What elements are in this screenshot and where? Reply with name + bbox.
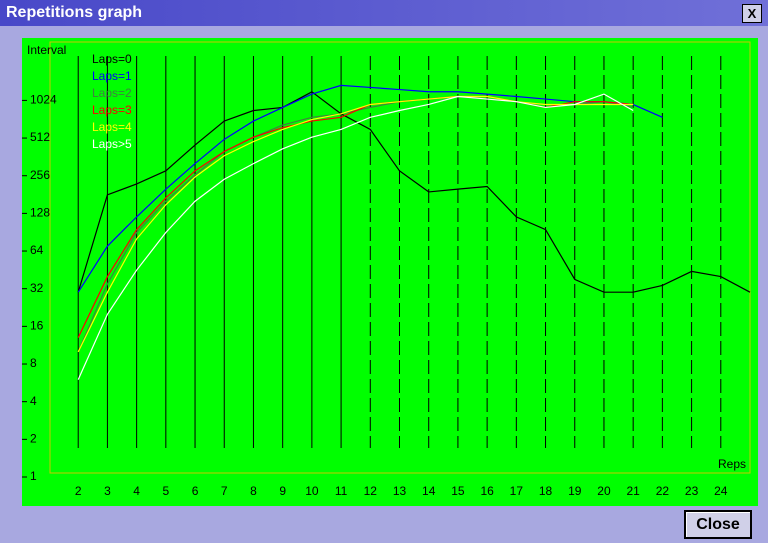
legend-entry: Laps=3: [92, 103, 132, 117]
y-tick-label: 16: [30, 319, 44, 333]
x-tick-label: 9: [279, 484, 286, 498]
plot-background: [22, 38, 758, 506]
series-line: [77, 95, 634, 353]
x-tick-label: 18: [539, 484, 553, 498]
x-tick-label: 14: [422, 484, 436, 498]
x-tick-label: 17: [510, 484, 524, 498]
x-tick-label: 4: [133, 484, 140, 498]
x-tick-label: 23: [685, 484, 699, 498]
y-tick-label: 512: [30, 130, 50, 144]
y-tick-label: 2: [30, 432, 37, 446]
x-tick-label: 15: [451, 484, 465, 498]
x-tick-label: 6: [192, 484, 199, 498]
x-axis-label: Reps: [718, 457, 746, 471]
title-bar: Repetitions graph: [0, 0, 768, 26]
y-tick-label: 256: [30, 168, 50, 182]
x-tick-label: 21: [626, 484, 640, 498]
x-tick-label: 7: [221, 484, 228, 498]
x-tick-label: 3: [104, 484, 111, 498]
legend-entry: Laps=1: [92, 69, 132, 83]
close-icon[interactable]: X: [742, 4, 762, 23]
y-axis-label: Interval: [27, 43, 66, 57]
plot-frame: [49, 41, 751, 474]
series-line: [77, 84, 663, 293]
legend-entry: Laps=2: [92, 86, 132, 100]
legend-entry: Laps>5: [92, 137, 132, 151]
series-line: [77, 93, 634, 380]
y-tick-label: 8: [30, 356, 37, 370]
legend-entry: Laps=0: [92, 52, 132, 66]
y-tick-label: 4: [30, 394, 37, 408]
y-tick-label: 1: [30, 469, 37, 483]
series-line: [77, 91, 751, 293]
x-tick-label: 19: [568, 484, 582, 498]
x-tick-label: 24: [714, 484, 728, 498]
y-tick-label: 32: [30, 281, 44, 295]
y-tick-label: 128: [30, 206, 50, 220]
x-tick-label: 8: [250, 484, 257, 498]
legend-entry: Laps=4: [92, 120, 132, 134]
y-tick-label: 1024: [30, 93, 57, 107]
x-tick-label: 10: [305, 484, 319, 498]
x-tick-label: 12: [364, 484, 378, 498]
close-button[interactable]: Close: [684, 510, 752, 539]
x-tick-label: 13: [393, 484, 407, 498]
x-tick-label: 22: [656, 484, 670, 498]
x-tick-label: 5: [162, 484, 169, 498]
x-tick-label: 11: [335, 484, 348, 498]
x-tick-label: 20: [597, 484, 611, 498]
x-tick-label: 16: [480, 484, 494, 498]
x-tick-label: 2: [75, 484, 82, 498]
y-tick-label: 64: [30, 243, 44, 257]
